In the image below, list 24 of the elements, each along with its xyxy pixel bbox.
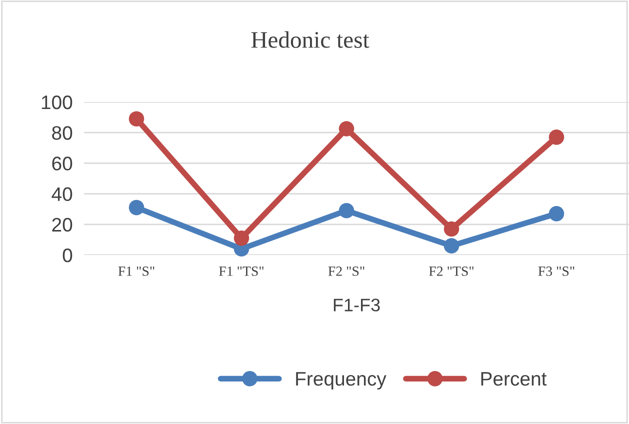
- y-tick-label: 80: [52, 126, 72, 140]
- y-tick-label: 100: [42, 95, 72, 110]
- legend-label: Percent: [481, 372, 547, 386]
- point: [338, 121, 354, 136]
- point: [338, 202, 354, 218]
- x-tick-label: F2 "S": [328, 266, 364, 276]
- y-tick-label: 0: [62, 248, 72, 262]
- y-tick-label: 60: [52, 156, 72, 170]
- point: [444, 221, 460, 237]
- x-axis-title: F1-F3: [334, 298, 380, 312]
- chart-title: Hedonic test: [251, 31, 370, 48]
- point: [234, 230, 250, 246]
- point: [444, 238, 460, 254]
- legend-label: Frequency: [296, 372, 386, 390]
- point: [128, 200, 144, 216]
- y-tick-label: 20: [52, 218, 72, 232]
- x-tick-label: F1 "S": [118, 266, 154, 276]
- x-tick-label: F1 "TS": [219, 266, 264, 276]
- x-tick-label: F3 "S": [538, 266, 574, 276]
- point: [548, 206, 564, 222]
- y-tick-label: 40: [52, 187, 72, 202]
- point: [128, 111, 144, 126]
- x-tick-label: F2 "TS": [429, 266, 474, 276]
- point: [548, 130, 564, 145]
